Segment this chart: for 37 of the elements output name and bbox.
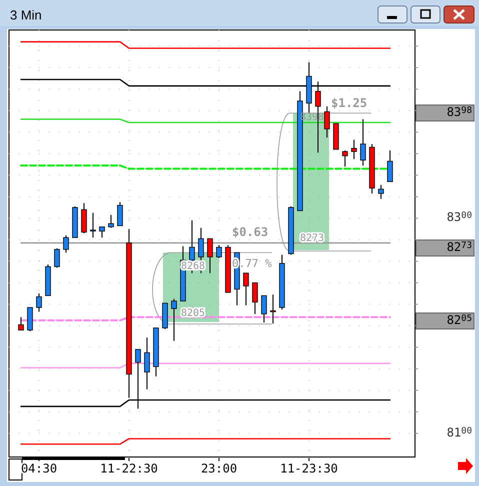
annotation: $1.25 — [331, 96, 368, 110]
annotation: $0.63 — [232, 225, 268, 240]
candlestick — [108, 214, 114, 228]
candlestick — [378, 184, 384, 200]
candlestick — [90, 212, 96, 238]
candlestick — [261, 295, 267, 324]
x-tick-label: 23:00 — [200, 461, 238, 476]
text: 83$^{98}$ — [446, 105, 472, 120]
candlestick — [27, 306, 33, 332]
candlestick — [171, 298, 177, 342]
y-tick-label: 83$^{00}$ — [446, 210, 472, 225]
candlestick — [117, 202, 123, 226]
candlestick — [324, 106, 330, 138]
candlestick — [360, 118, 366, 166]
x-tick-label: 11-23:30 — [280, 461, 338, 476]
candlestick — [351, 139, 357, 160]
text: 82$^{05}$ — [446, 313, 472, 328]
candlestick — [36, 293, 42, 312]
candlestick — [81, 202, 87, 234]
candlestick — [54, 248, 60, 268]
candlestick — [63, 234, 69, 254]
annotation: 8273 — [300, 232, 324, 244]
candlestick — [207, 238, 213, 274]
candlestick — [99, 226, 105, 238]
candlestick — [270, 294, 276, 324]
candlestick — [252, 282, 258, 314]
candlestick — [342, 150, 348, 168]
y-tick-label: 81$^{00}$ — [446, 426, 472, 440]
candlestick — [387, 150, 393, 182]
candlestick — [18, 316, 24, 331]
annotation: 8205 — [180, 308, 206, 319]
candlestick — [216, 244, 222, 259]
candlestick — [144, 337, 150, 390]
text: 82$^{73}$ — [446, 240, 472, 254]
candlestick — [243, 272, 249, 306]
x-tick-label: 11-22:30 — [100, 461, 158, 476]
chart-title: 3 Min — [10, 7, 42, 22]
